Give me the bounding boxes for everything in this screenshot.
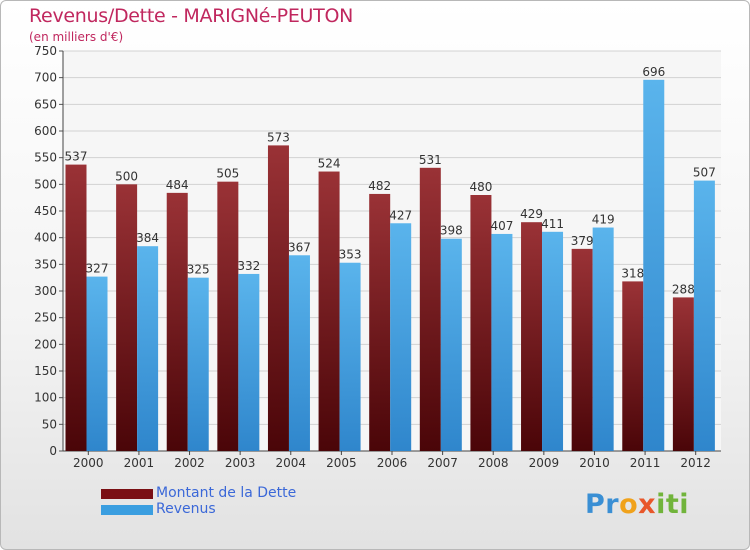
data-label-dette: 288 [672,282,695,296]
data-label-revenus: 367 [288,240,311,254]
data-label-dette: 480 [469,180,492,194]
data-label-revenus: 325 [187,263,210,277]
bar-revenus [187,277,209,451]
data-label-revenus: 507 [693,166,716,180]
data-label-revenus: 427 [389,208,412,222]
y-tick-label: 300 [34,284,57,298]
data-label-revenus: 419 [592,213,615,227]
data-label-dette: 429 [520,207,543,221]
bar-dette [116,184,138,452]
bar-dette [419,167,441,452]
bar-revenus [491,233,513,451]
bar-revenus [137,246,159,451]
legend-label-revenus: Revenus [156,501,216,517]
x-tick-label: 2003 [225,456,256,470]
data-label-revenus: 384 [136,231,159,245]
chart-subtitle: (en milliers d'€) [29,30,124,44]
y-tick-label: 750 [34,44,57,58]
bar-dette [672,297,694,451]
x-tick-label: 2010 [579,456,610,470]
y-tick-label: 500 [34,177,57,191]
bar-revenus [238,273,260,451]
proxiti-logo: Proxiti [585,489,690,520]
bar-dette [622,281,644,451]
x-tick-label: 2002 [174,456,205,470]
data-label-revenus: 696 [642,65,665,79]
y-tick-label: 250 [34,311,57,325]
x-tick-label: 2000 [73,456,104,470]
y-tick-label: 0 [49,444,57,458]
x-tick-label: 2011 [630,456,661,470]
y-tick-label: 150 [34,364,57,378]
x-tick-label: 2005 [326,456,357,470]
y-tick-label: 600 [34,124,57,138]
bar-revenus [440,238,462,451]
data-label-dette: 484 [166,178,189,192]
data-label-dette: 531 [419,153,442,167]
data-label-dette: 500 [115,169,138,183]
data-label-dette: 524 [318,157,341,171]
x-tick-label: 2007 [427,456,458,470]
x-tick-label: 2004 [275,456,306,470]
bar-revenus [288,255,310,451]
y-tick-label: 350 [34,257,57,271]
bar-revenus [693,180,715,451]
bar-revenus [86,276,108,451]
data-label-revenus: 398 [440,224,463,238]
bar-revenus [542,231,564,451]
y-tick-label: 100 [34,391,57,405]
x-tick-label: 2001 [124,456,155,470]
y-tick-label: 650 [34,97,57,111]
y-tick-label: 550 [34,151,57,165]
bar-dette [571,248,593,451]
legend-label-dette: Montant de la Dette [156,485,297,501]
bar-dette [267,145,289,451]
data-label-revenus: 353 [339,248,362,262]
data-label-dette: 318 [621,266,644,280]
bar-revenus [339,262,361,451]
legend-swatch-dette [101,489,153,499]
bar-revenus [592,227,614,451]
y-tick-label: 50 [42,417,57,431]
data-label-dette: 482 [368,179,391,193]
x-tick-label: 2006 [377,456,408,470]
data-label-revenus: 407 [490,219,513,233]
data-label-dette: 505 [216,167,239,181]
chart-title: Revenus/Dette - MARIGNé-PEUTON [29,5,354,27]
bar-dette [521,222,543,451]
x-tick-label: 2012 [680,456,711,470]
legend-swatch-revenus [101,505,153,515]
bar-revenus [390,223,412,451]
bar-dette [369,193,391,451]
bar-dette [217,181,239,451]
y-tick-label: 700 [34,71,57,85]
bar-dette [470,195,492,451]
data-label-dette: 537 [65,150,88,164]
data-label-dette: 379 [571,234,594,248]
x-tick-label: 2008 [478,456,509,470]
y-tick-label: 450 [34,204,57,218]
data-label-revenus: 411 [541,217,564,231]
bar-dette [318,171,340,452]
y-tick-label: 400 [34,231,57,245]
data-label-revenus: 327 [86,262,109,276]
bar-revenus [643,79,665,452]
data-label-revenus: 332 [237,259,260,273]
y-tick-label: 200 [34,337,57,351]
data-label-dette: 573 [267,130,290,144]
bar-dette [166,192,188,451]
bar-dette [65,164,87,451]
x-tick-label: 2009 [529,456,560,470]
